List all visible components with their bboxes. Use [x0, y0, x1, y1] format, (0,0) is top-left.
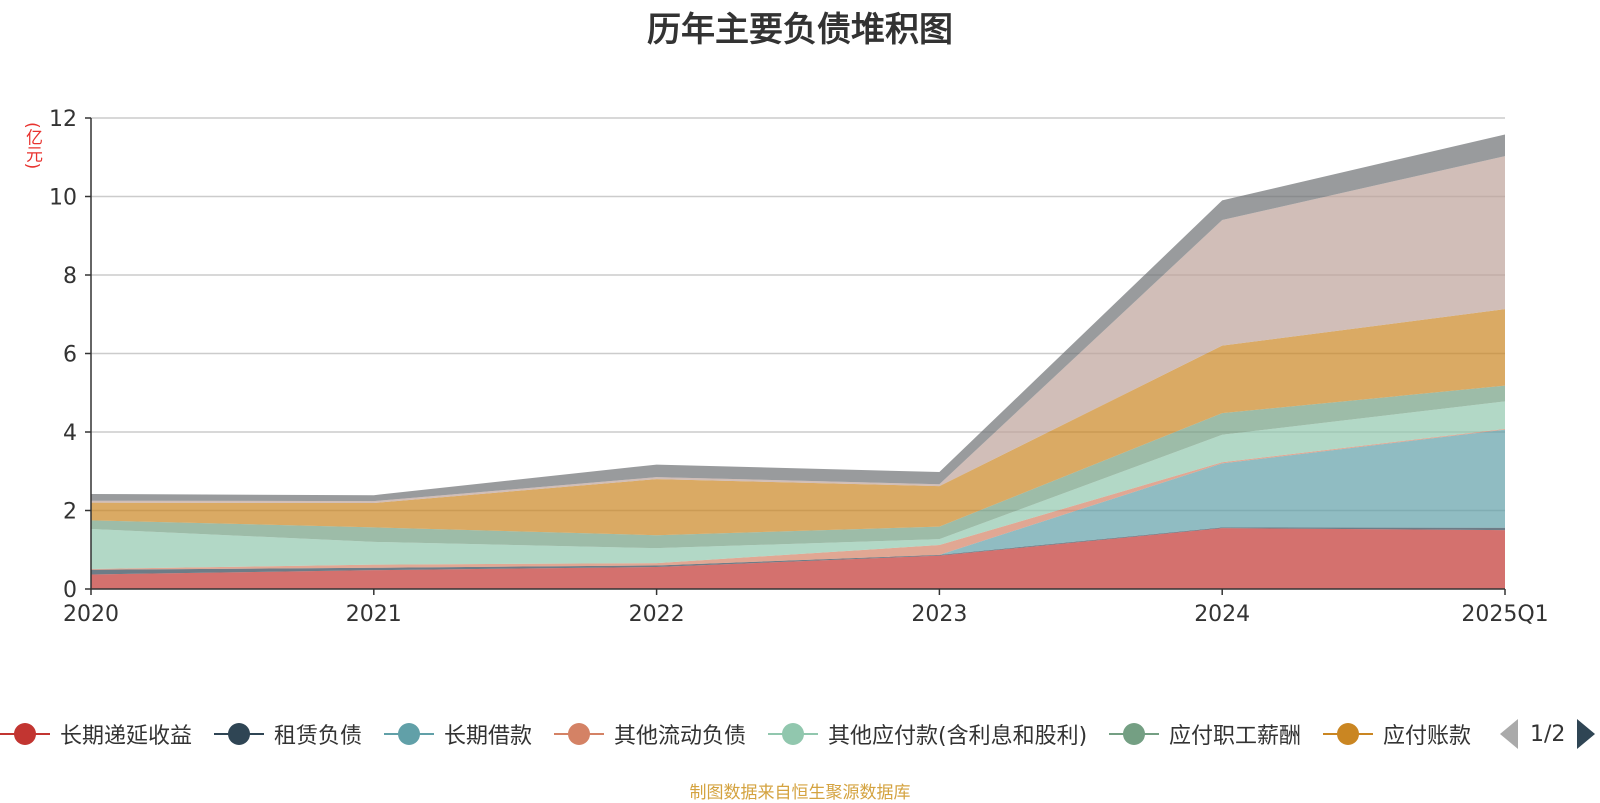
legend-next-page-icon[interactable]	[1577, 719, 1596, 749]
y-tick-label: 4	[63, 421, 77, 446]
legend-item[interactable]: 长期借款	[384, 716, 532, 752]
legend-swatch-icon	[214, 722, 264, 746]
legend-swatch-icon	[1109, 722, 1159, 746]
y-tick-label: 12	[49, 107, 77, 132]
chart-legend: 长期递延收益 租赁负债 长期借款 其他流动负债 其他应付款(含利息和股利) 应付职工薪酬 应…	[0, 716, 1480, 752]
x-tick-label: 2020	[63, 602, 119, 627]
legend-swatch-icon	[384, 722, 434, 746]
legend-item[interactable]: 应付账款	[1323, 716, 1471, 752]
y-tick-label: 2	[63, 500, 77, 525]
area-series	[91, 528, 1505, 589]
legend-label: 其他应付款(含利息和股利)	[828, 724, 1088, 749]
legend-item[interactable]: 其他应付款(含利息和股利)	[768, 716, 1087, 752]
x-tick-label: 2021	[346, 602, 402, 627]
legend-swatch-icon	[554, 722, 604, 746]
legend-item[interactable]: 长期递延收益	[0, 716, 192, 752]
area-series	[91, 527, 1505, 575]
x-tick-label: 2024	[1194, 602, 1250, 627]
y-tick-label: 6	[63, 343, 77, 368]
legend-swatch-icon	[1323, 722, 1373, 746]
legend-label: 其他流动负债	[614, 724, 747, 749]
area-series	[91, 134, 1505, 502]
x-tick-label: 2025Q1	[1461, 602, 1548, 627]
area-series	[91, 309, 1505, 536]
legend-label: 应付账款	[1383, 724, 1472, 749]
x-tick-label: 2022	[629, 602, 685, 627]
area-series	[91, 429, 1505, 570]
legend-pager: 1/2	[1500, 716, 1596, 752]
source-note: 制图数据来自恒生聚源数据库	[689, 783, 911, 803]
legend-label: 长期借款	[444, 724, 533, 749]
legend-item[interactable]: 其他流动负债	[554, 716, 746, 752]
legend-swatch-icon	[0, 722, 50, 746]
y-tick-label: 8	[63, 264, 77, 289]
chart-title: 历年主要负债堆积图	[647, 10, 953, 50]
area-series	[91, 401, 1505, 569]
legend-label: 租赁负债	[274, 724, 363, 749]
legend-prev-page-icon[interactable]	[1500, 719, 1518, 749]
legend-label: 应付职工薪酬	[1169, 724, 1302, 749]
area-series	[91, 156, 1505, 504]
legend-swatch-icon	[768, 722, 818, 746]
area-series	[91, 385, 1505, 549]
legend-page-indicator: 1/2	[1530, 721, 1566, 747]
legend-item[interactable]: 应付职工薪酬	[1109, 716, 1301, 752]
y-tick-label: 10	[49, 186, 77, 211]
legend-label: 长期递延收益	[60, 724, 193, 749]
area-series-group	[91, 134, 1505, 589]
x-tick-label: 2023	[911, 602, 967, 627]
y-axis-unit-label: (亿元)	[22, 122, 42, 170]
legend-item[interactable]: 租赁负债	[214, 716, 362, 752]
y-tick-label: 0	[63, 578, 77, 603]
